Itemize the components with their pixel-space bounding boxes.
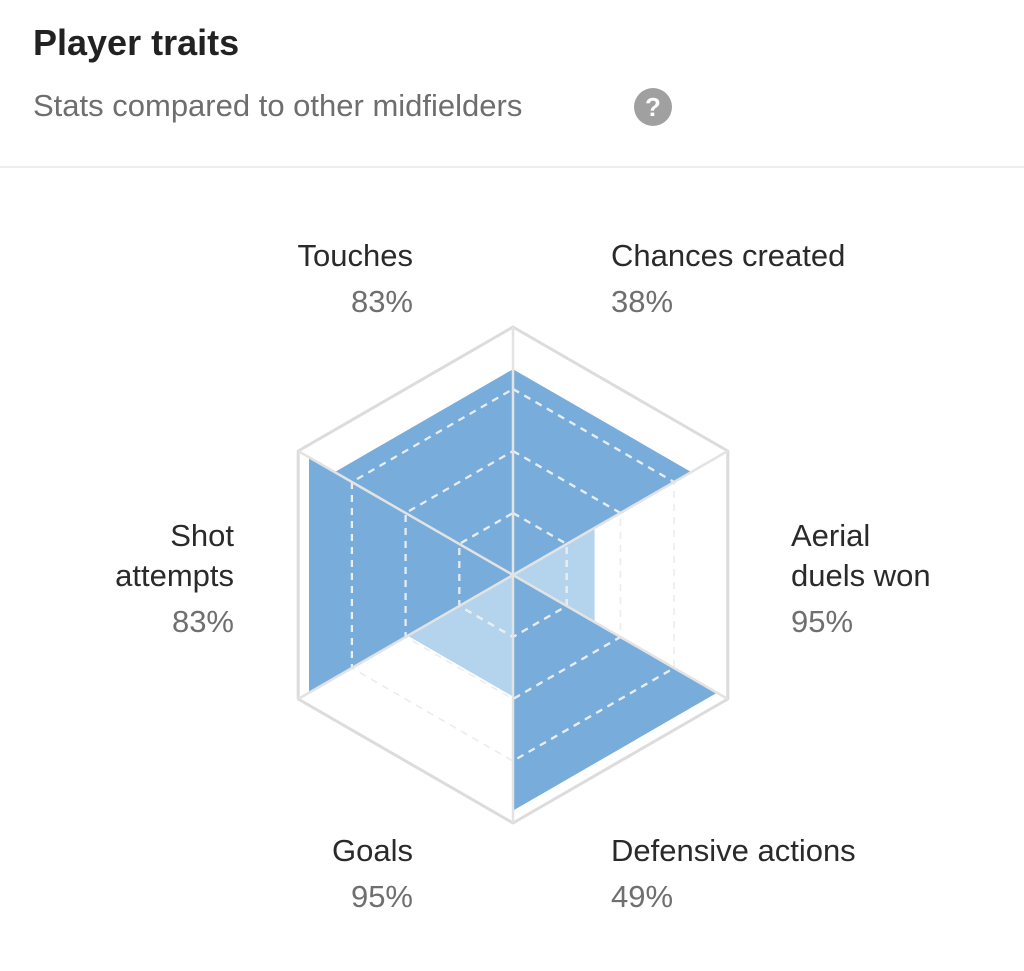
card-subtitle: Stats compared to other midfielders [33,88,523,123]
axis-value-defensive-actions: 49% [611,879,673,914]
axis-label-aerial-duels-won: Aerial [791,518,870,553]
axis-label-touches: Touches [298,238,413,273]
radar-sector-aerial-duels-won [513,575,717,811]
radar-spoke [297,449,514,577]
radar-sector-chances-created [513,527,595,623]
axis-value-goals: 95% [351,879,413,914]
radar-spoke [512,449,729,577]
card-title: Player traits [33,22,240,63]
radar-sector-touches [513,369,692,575]
radar-spoke [512,573,729,701]
radar-sector-defensive-actions [407,575,513,697]
radar-sector-shot-attempts [334,369,513,575]
radar-spoke [297,573,514,701]
axis-value-shot-attempts: 83% [172,604,234,639]
axis-label-shot-attempts: attempts [115,558,234,593]
axis-value-chances-created: 38% [611,284,673,319]
radar-sector-goals [309,457,513,693]
card-header: Player traits Stats compared to other mi… [0,0,1024,168]
axis-label-shot-attempts: Shot [170,518,234,553]
axis-label-goals: Goals [332,833,413,868]
axis-label-chances-created: Chances created [611,238,845,273]
axis-value-touches: 83% [351,284,413,319]
axis-label-aerial-duels-won: duels won [791,558,931,593]
help-icon[interactable]: ? [634,88,672,126]
axis-value-aerial-duels-won: 95% [791,604,853,639]
axis-label-defensive-actions: Defensive actions [611,833,856,868]
